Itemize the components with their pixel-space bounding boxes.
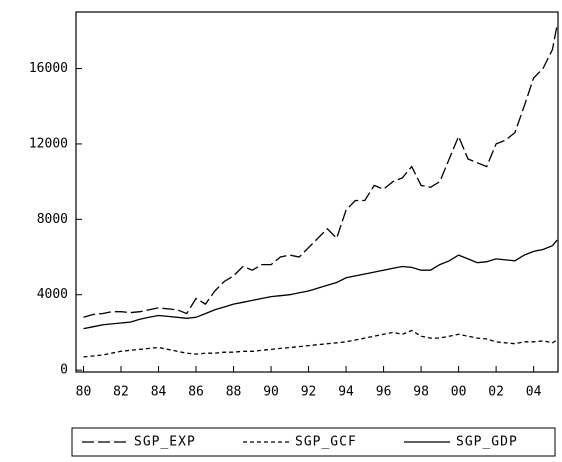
legend-label: SGP_GCF: [295, 435, 357, 450]
x-tick-label: 96: [376, 385, 392, 400]
y-tick-label: 8000: [37, 212, 68, 227]
x-tick-label: 86: [188, 385, 204, 400]
x-tick-label: 92: [301, 385, 317, 400]
x-tick-label: 88: [226, 385, 242, 400]
x-tick-label: 00: [451, 385, 467, 400]
x-tick-label: 04: [526, 385, 542, 400]
legend-box: [71, 427, 556, 457]
plot-frame: [75, 11, 559, 373]
y-tick-label: 4000: [37, 287, 68, 302]
legend-label: SGP_GDP: [456, 435, 518, 450]
series-line: [83, 329, 558, 358]
y-tick-label: 0: [60, 363, 68, 378]
x-tick-label: 94: [338, 385, 354, 400]
x-tick-label: 82: [113, 385, 129, 400]
x-tick-label: 80: [76, 385, 92, 400]
y-tick-label: 12000: [29, 136, 68, 151]
legend-label: SGP_EXP: [134, 435, 196, 450]
series-line: [83, 239, 558, 330]
x-tick-label: 98: [413, 385, 429, 400]
y-tick-label: 16000: [29, 61, 68, 76]
x-tick-label: 90: [263, 385, 279, 400]
x-tick-label: 02: [488, 385, 504, 400]
x-tick-label: 84: [151, 385, 167, 400]
series-line: [83, 25, 558, 318]
